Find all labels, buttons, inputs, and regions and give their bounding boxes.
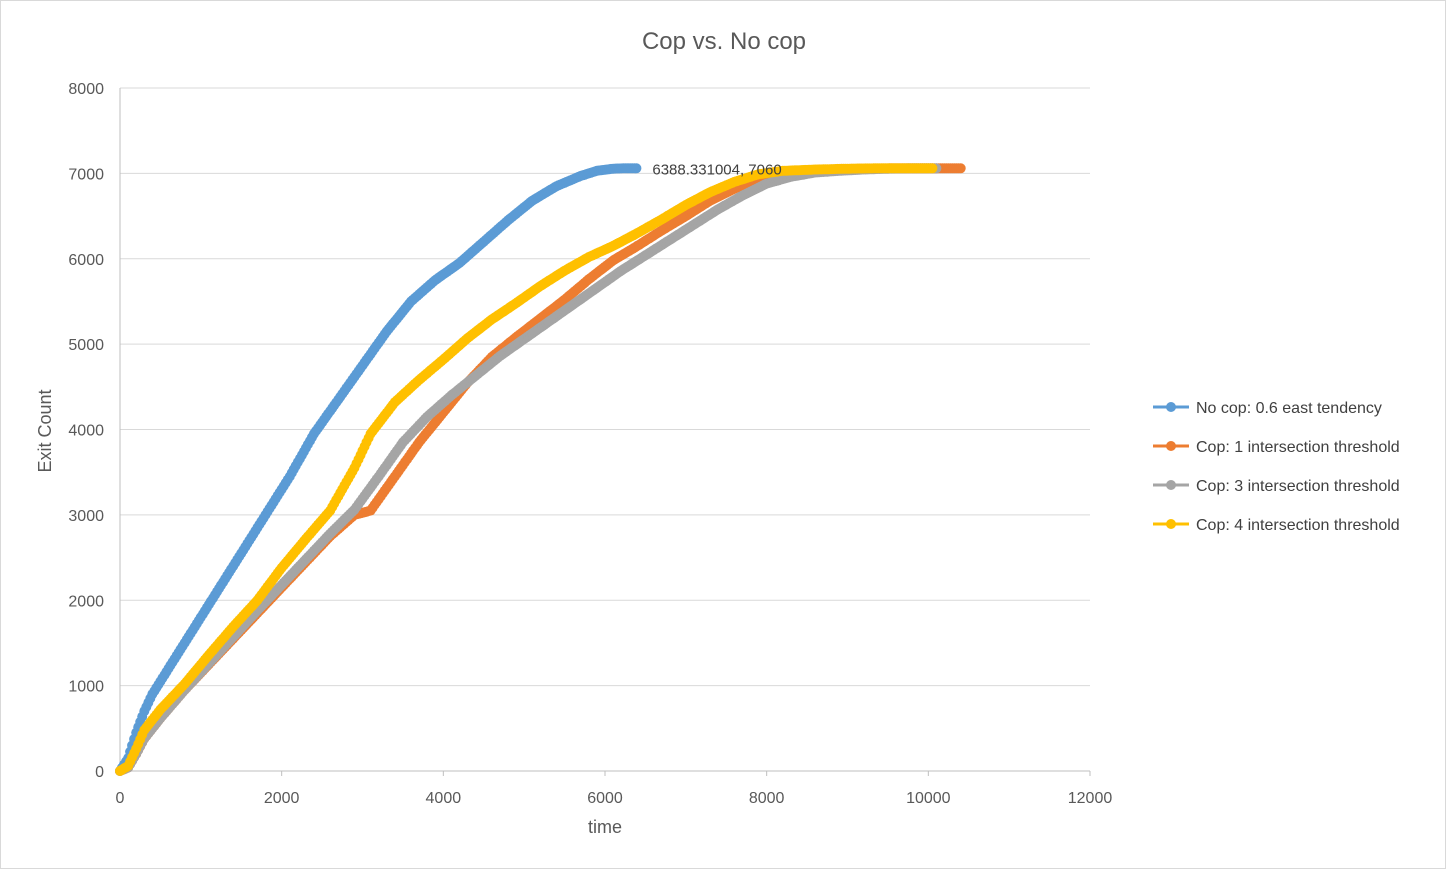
y-tick-label: 4000 (68, 423, 104, 440)
y-tick-label: 7000 (68, 166, 104, 183)
legend-label: Cop: 1 intersection threshold (1196, 439, 1400, 456)
y-tick-label: 2000 (68, 593, 104, 610)
legend-marker (1166, 480, 1176, 490)
legend-label: Cop: 3 intersection threshold (1196, 478, 1400, 495)
plot-series (115, 163, 966, 776)
x-tick-label: 0 (116, 790, 125, 807)
legend-marker (1166, 402, 1176, 412)
y-axis-title: Exit Count (35, 389, 55, 472)
x-axis-title: time (588, 817, 622, 837)
legend-item: Cop: 4 intersection threshold (1153, 517, 1400, 534)
legend-marker (1166, 519, 1176, 529)
series-4 (115, 163, 938, 776)
legend-item: Cop: 1 intersection threshold (1153, 439, 1400, 456)
x-tick-label: 8000 (749, 790, 785, 807)
series-2 (115, 163, 966, 776)
chart-title: Cop vs. No cop (642, 28, 806, 55)
x-tick-label: 12000 (1068, 790, 1113, 807)
series-3 (115, 163, 942, 776)
y-tick-label: 0 (95, 764, 104, 781)
legend: No cop: 0.6 east tendency Cop: 1 intersec… (1153, 400, 1400, 534)
x-tick-label: 4000 (426, 790, 462, 807)
data-point (927, 163, 938, 174)
y-tick-label: 1000 (68, 679, 104, 696)
legend-label: Cop: 4 intersection threshold (1196, 517, 1400, 534)
x-tick-label: 2000 (264, 790, 300, 807)
y-tick-label: 5000 (68, 337, 104, 354)
data-point (955, 163, 966, 174)
y-tick-label: 3000 (68, 508, 104, 525)
data-point (631, 163, 642, 174)
axes: 0 1000 2000 3000 4000 5000 6000 7000 8000 0 2000 40… (68, 81, 1112, 807)
legend-marker (1166, 441, 1176, 451)
legend-item: Cop: 3 intersection threshold (1153, 478, 1400, 495)
legend-item: No cop: 0.6 east tendency (1153, 400, 1382, 417)
data-label-annotation: 6388.331004, 7060 (652, 161, 781, 178)
legend-label: No cop: 0.6 east tendency (1196, 400, 1382, 417)
gridlines (120, 87, 1090, 687)
x-tick-label: 6000 (587, 790, 623, 807)
x-tick-label: 10000 (906, 790, 951, 807)
y-tick-label: 6000 (68, 252, 104, 269)
y-tick-label: 8000 (68, 81, 104, 98)
